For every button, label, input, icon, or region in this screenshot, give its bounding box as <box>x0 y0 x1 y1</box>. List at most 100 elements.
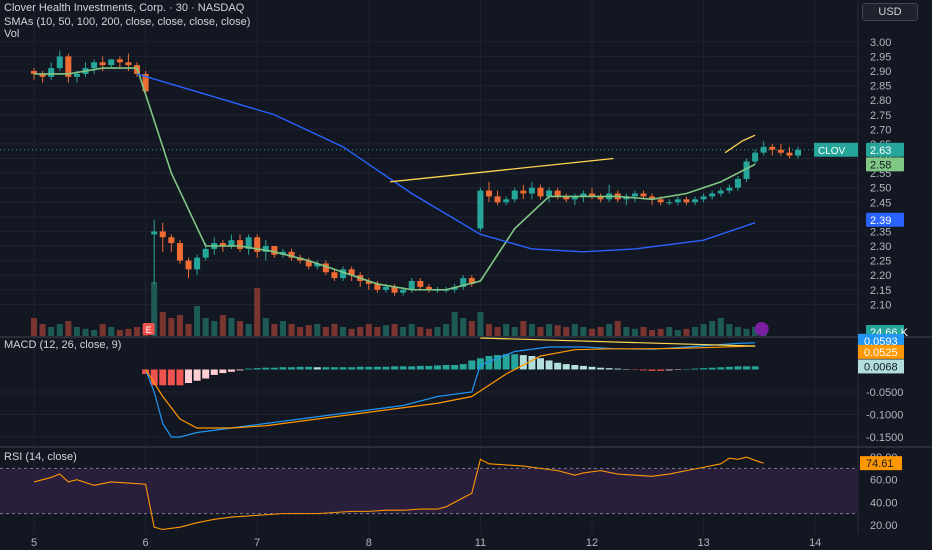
macd-histogram-bar <box>296 366 304 370</box>
volume-bar <box>48 327 55 336</box>
volume-bar <box>692 327 699 336</box>
candle-body <box>511 190 518 200</box>
candle-body <box>649 196 656 200</box>
volume-bar <box>700 324 707 336</box>
macd-histogram-bar <box>245 368 253 370</box>
macd-histogram-bar <box>502 354 510 370</box>
symbol-tag <box>814 142 858 157</box>
candle-body <box>546 190 553 197</box>
volume-bar <box>82 328 89 336</box>
alert-icon <box>754 322 769 336</box>
macd-histogram-bar <box>330 367 338 370</box>
signal-line <box>145 345 756 429</box>
volume-bar <box>151 282 158 336</box>
candle-body <box>348 269 355 276</box>
price-tag <box>866 212 904 227</box>
candle-body <box>340 269 347 279</box>
volume-bar <box>134 327 141 336</box>
volume-bar <box>322 327 329 336</box>
trendline <box>390 157 614 183</box>
candle-body <box>460 278 467 287</box>
volume-bar <box>734 327 741 336</box>
candle-body <box>168 237 175 244</box>
macd-histogram-bar <box>416 365 424 370</box>
sma-legend[interactable]: SMAs (10, 50, 100, 200, close, close, cl… <box>4 15 254 29</box>
rsi-legend[interactable]: RSI (14, close) <box>4 450 81 464</box>
macd-histogram-bar <box>356 366 364 370</box>
volume-bar <box>194 306 201 336</box>
volume-bar <box>408 324 415 336</box>
volume-bar <box>460 318 467 336</box>
macd-legend[interactable]: MACD (12, 26, close, 9) <box>4 338 125 352</box>
y-tick-label: 2.75 <box>870 110 891 122</box>
macd-histogram-bar <box>202 369 210 379</box>
y-tick-label: -0.0500 <box>866 387 903 399</box>
candle-body <box>56 56 63 69</box>
volume-legend[interactable]: Vol <box>4 27 23 41</box>
volume-bar <box>640 327 647 336</box>
y-tick-label: 2.85 <box>870 81 891 93</box>
volume-bar <box>271 324 278 336</box>
volume-bar <box>477 312 484 336</box>
candle-body <box>520 190 527 194</box>
volume-bar <box>649 330 656 336</box>
volume-bar <box>73 327 80 336</box>
rsi-value-tag <box>860 456 902 471</box>
volume-bar <box>425 328 432 336</box>
volume-bar <box>417 327 424 336</box>
macd-histogram-bar <box>322 367 330 370</box>
rsi-line <box>33 456 764 531</box>
symbol-title: Clover Health Investments, Corp. · 30 · … <box>4 2 245 14</box>
candle-body <box>752 152 759 162</box>
macd-histogram-bar <box>691 368 699 370</box>
y-tick-label: 2.20 <box>870 270 891 282</box>
candle-body <box>159 231 166 238</box>
macd-histogram-bar <box>725 366 733 370</box>
candle-body <box>314 263 321 267</box>
volume-bar <box>91 330 98 336</box>
candle-body <box>288 251 295 258</box>
candle-body <box>322 263 329 273</box>
macd-histogram-bar <box>708 367 716 370</box>
volume-bar <box>606 324 613 336</box>
volume-bar <box>709 321 716 336</box>
macd-histogram-bar <box>597 367 605 370</box>
candle-body <box>305 260 312 267</box>
y-tick-label: 3.00 <box>870 37 891 49</box>
y-tick-label: 2.50 <box>870 183 891 195</box>
y-tick-label: 2.95 <box>870 51 891 63</box>
macd-histogram-bar <box>391 366 399 370</box>
macd-histogram-bar <box>751 366 759 370</box>
price-tag-label: 2.39 <box>870 215 891 227</box>
candle-body <box>125 62 132 66</box>
volume-bar <box>666 327 673 336</box>
candle-body <box>331 272 338 279</box>
price-tag-label: 2.63 <box>870 145 891 157</box>
macd-histogram-bar <box>159 369 167 386</box>
volume-bar <box>185 324 192 336</box>
candle-body <box>760 146 767 153</box>
candle-body <box>408 281 415 290</box>
macd-histogram-bar <box>433 365 441 370</box>
volume-bar <box>726 324 733 336</box>
volume-bar <box>314 324 321 336</box>
macd-value-label: 0.0525 <box>864 347 898 359</box>
volume-bar <box>571 324 578 336</box>
macd-histogram-bar <box>528 356 536 370</box>
x-axis-bg <box>0 534 932 550</box>
macd-histogram-bar <box>373 366 381 370</box>
volume-bar <box>683 328 690 336</box>
candle-body <box>485 190 492 197</box>
y-tick-label: 20.00 <box>870 520 898 532</box>
candle-body <box>31 71 37 74</box>
macd-histogram-bar <box>588 366 596 370</box>
macd-histogram-bar <box>571 365 579 370</box>
macd-value-label: 0.0068 <box>864 361 898 373</box>
volume-bar <box>31 318 37 336</box>
volume-bar <box>245 324 252 336</box>
currency-button[interactable]: USD <box>862 3 918 21</box>
volume-bar <box>297 327 304 336</box>
sma-label: SMAs (10, 50, 100, 200, close, close, cl… <box>4 16 251 28</box>
volume-bar <box>108 327 115 336</box>
